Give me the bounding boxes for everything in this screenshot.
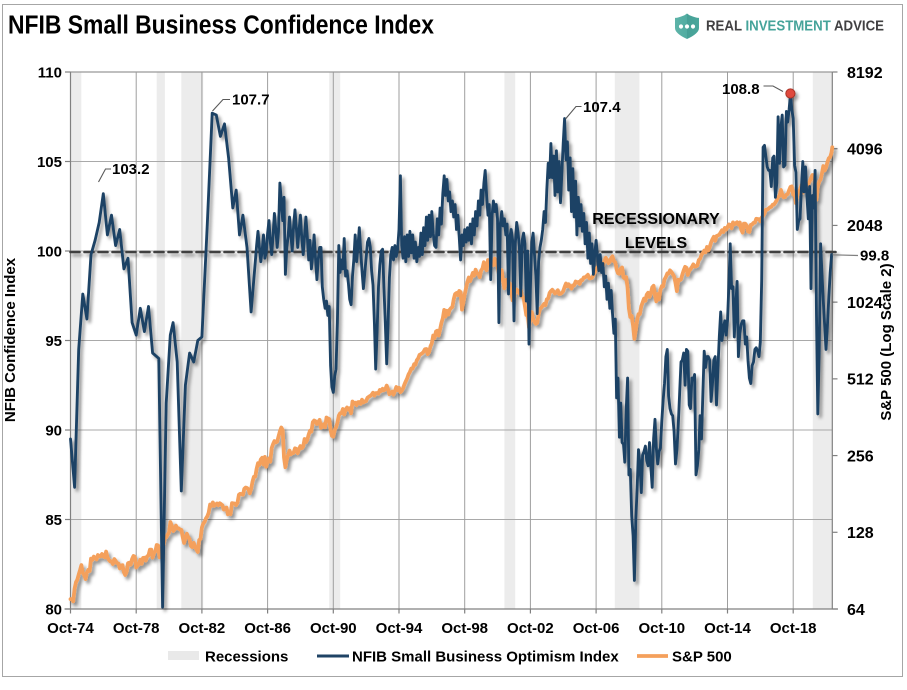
svg-text:NFIB Small Business Confidence: NFIB Small Business Confidence Index: [8, 12, 434, 40]
svg-text:2048: 2048: [847, 218, 883, 235]
svg-text:80: 80: [45, 602, 62, 619]
svg-text:S&P 500: S&P 500: [672, 649, 732, 666]
svg-text:S&P 500 (Log Scale 2): S&P 500 (Log Scale 2): [878, 263, 895, 420]
svg-text:64: 64: [847, 602, 865, 619]
svg-text:Oct-78: Oct-78: [113, 620, 160, 637]
svg-text:105: 105: [37, 154, 62, 171]
svg-text:Oct-06: Oct-06: [573, 620, 620, 637]
svg-text:8192: 8192: [847, 65, 883, 82]
svg-text:110: 110: [38, 65, 62, 82]
svg-text:Oct-10: Oct-10: [638, 620, 685, 637]
svg-text:Oct-86: Oct-86: [244, 620, 291, 637]
svg-text:90: 90: [45, 423, 62, 440]
svg-text:NFIB Small Business Optimism I: NFIB Small Business Optimism Index: [352, 649, 619, 666]
svg-text:108.8: 108.8: [722, 81, 760, 98]
svg-text:REAL INVESTMENT ADVICE: REAL INVESTMENT ADVICE: [706, 19, 884, 35]
svg-text:Recessions: Recessions: [205, 649, 288, 666]
svg-text:128: 128: [847, 525, 874, 542]
svg-text:Oct-74: Oct-74: [47, 620, 94, 637]
svg-text:95: 95: [45, 333, 62, 350]
svg-text:Oct-14: Oct-14: [704, 620, 751, 637]
svg-text:107.7: 107.7: [232, 92, 270, 109]
svg-text:99.8: 99.8: [860, 248, 889, 265]
svg-text:RECESSIONARY: RECESSIONARY: [592, 211, 720, 228]
svg-text:NFIB Confidence Index: NFIB Confidence Index: [2, 257, 19, 422]
svg-text:Oct-94: Oct-94: [376, 620, 423, 637]
svg-text:Oct-98: Oct-98: [441, 620, 488, 637]
svg-text:4096: 4096: [847, 142, 883, 159]
svg-text:103.2: 103.2: [112, 161, 150, 178]
svg-text:100: 100: [37, 244, 62, 261]
svg-text:Oct-02: Oct-02: [507, 620, 554, 637]
svg-text:Oct-90: Oct-90: [310, 620, 357, 637]
svg-text:256: 256: [847, 448, 874, 465]
svg-text:Oct-18: Oct-18: [770, 620, 817, 637]
svg-text:85: 85: [45, 512, 62, 529]
svg-text:512: 512: [847, 372, 874, 389]
svg-text:107.4: 107.4: [583, 99, 621, 116]
svg-text:LEVELS: LEVELS: [625, 235, 688, 252]
svg-text:Oct-82: Oct-82: [179, 620, 226, 637]
svg-text:1024: 1024: [847, 295, 883, 312]
